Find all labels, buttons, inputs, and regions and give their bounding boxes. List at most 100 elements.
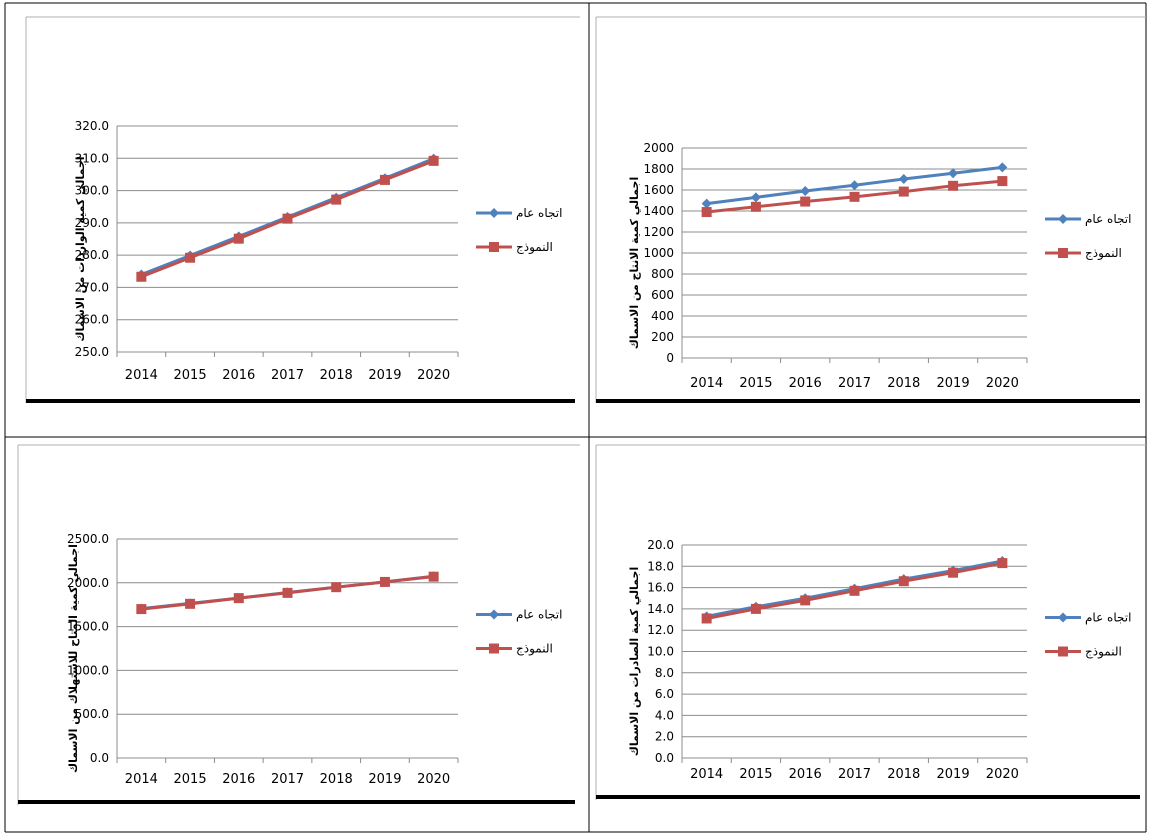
x-tick-label: 2019 <box>368 368 401 383</box>
x-tick-label: 2015 <box>174 772 207 787</box>
x-tick-label: 2020 <box>417 368 450 383</box>
data-point-model <box>282 213 293 224</box>
legend-label-general-trend: اتجاه عام <box>1085 611 1131 625</box>
x-tick-label: 2016 <box>222 368 255 383</box>
data-point-model <box>849 585 860 596</box>
x-tick-label: 2015 <box>174 368 207 383</box>
legend-label-model: النموذج <box>516 240 553 255</box>
x-tick-label: 2018 <box>887 767 920 782</box>
y-tick-label: 1600 <box>643 183 674 197</box>
data-point-model <box>948 180 959 191</box>
legend-marker-general-trend <box>1058 612 1068 623</box>
x-tick-label: 2014 <box>125 368 158 383</box>
x-tick-label: 2018 <box>320 772 353 787</box>
y-tick-label: 200 <box>651 330 674 344</box>
data-point-model <box>379 576 390 587</box>
data-point-model <box>898 576 909 587</box>
y-tick-label: 1000.0 <box>67 663 109 677</box>
legend-label-model: النموذج <box>516 642 553 657</box>
data-point-model <box>800 595 811 606</box>
data-point-model <box>428 155 439 166</box>
legend-marker-general-trend <box>1058 214 1068 224</box>
y-tick-label: 2000.0 <box>67 576 109 590</box>
data-point-model <box>379 174 390 185</box>
y-tick-label: 1800 <box>643 162 674 176</box>
y-tick-label: 1400 <box>643 204 674 218</box>
x-tick-label: 2014 <box>690 376 723 391</box>
x-tick-label: 2019 <box>937 376 970 391</box>
data-point-model <box>331 194 342 205</box>
y-tick-label: 8.0 <box>655 666 674 680</box>
legend-marker-general-trend <box>489 609 499 620</box>
y-tick-label: 4.0 <box>655 708 674 722</box>
y-tick-label: 2000 <box>643 141 674 155</box>
y-axis-title: اجمالي كمية الصادرات من الاسماك <box>628 567 641 756</box>
y-axis-title: اجمالي كمية الواردات من الاسماك <box>74 156 87 341</box>
data-point-model <box>997 558 1008 569</box>
x-tick-label: 2015 <box>739 376 772 391</box>
x-tick-label: 2015 <box>739 767 772 782</box>
data-point-general-trend <box>997 162 1008 173</box>
data-point-model <box>233 593 244 604</box>
y-tick-label: 260.0 <box>75 313 109 327</box>
y-tick-label: 300.0 <box>75 184 109 198</box>
legend-label-general-trend: اتجاه عام <box>516 206 562 220</box>
legend-marker-model <box>1058 248 1068 258</box>
y-tick-label: 16.0 <box>647 581 674 595</box>
y-tick-label: 500.0 <box>75 707 109 721</box>
y-tick-label: 0 <box>666 351 674 365</box>
y-tick-label: 2.0 <box>655 730 674 744</box>
data-point-model <box>428 571 439 582</box>
data-point-model <box>898 186 909 197</box>
y-tick-label: 310.0 <box>75 151 109 165</box>
x-tick-label: 2017 <box>838 767 871 782</box>
y-tick-label: 1200 <box>643 225 674 239</box>
data-point-model <box>701 207 712 218</box>
data-point-model <box>282 587 293 598</box>
table-frame <box>4 2 1147 833</box>
data-point-model <box>997 176 1008 187</box>
legend-marker-general-trend <box>489 208 499 218</box>
y-axis-title: اجمالي كمية الانتاج من الاسماك <box>628 177 642 349</box>
x-tick-label: 2017 <box>838 376 871 391</box>
y-tick-label: 800 <box>651 267 674 281</box>
data-point-model <box>800 196 811 207</box>
data-point-model <box>750 201 761 212</box>
y-tick-label: 20.0 <box>647 538 674 552</box>
x-tick-label: 2016 <box>789 376 822 391</box>
data-point-model <box>701 613 712 624</box>
y-tick-label: 2500.0 <box>67 532 109 546</box>
data-point-model <box>948 567 959 578</box>
legend-label-model: النموذج <box>1085 246 1122 261</box>
y-tick-label: 1500.0 <box>67 620 109 634</box>
y-axis-title: اجمالي كمية المتاح للاستهلاك من الاسماك <box>67 544 80 773</box>
chart-bottom-right: 0.0 2.0 4.0 6.0 8.0 10.0 12.0 14.0 16.0 18.0 20.0 2… <box>595 444 1146 800</box>
x-tick-label: 2018 <box>887 376 920 391</box>
x-tick-label: 2020 <box>417 772 450 787</box>
data-point-general-trend <box>898 173 909 184</box>
legend-marker-model <box>489 242 499 252</box>
x-tick-label: 2019 <box>937 767 970 782</box>
x-tick-label: 2020 <box>986 767 1019 782</box>
data-point-general-trend <box>849 180 860 191</box>
y-tick-label: 18.0 <box>647 559 674 573</box>
data-point-model <box>185 252 196 263</box>
y-tick-label: 12.0 <box>647 623 674 637</box>
data-point-model <box>849 191 860 202</box>
y-tick-label: 270.0 <box>75 280 109 294</box>
legend-label-general-trend: اتجاه عام <box>516 608 562 622</box>
data-point-general-trend <box>701 198 712 209</box>
data-point-general-trend <box>948 168 959 179</box>
x-tick-label: 2014 <box>125 772 158 787</box>
x-tick-label: 2019 <box>368 772 401 787</box>
y-tick-label: 290.0 <box>75 216 109 230</box>
data-point-model <box>136 604 147 615</box>
y-tick-label: 250.0 <box>75 345 109 359</box>
x-tick-label: 2018 <box>320 368 353 383</box>
data-point-model <box>233 233 244 244</box>
chart-top-left: 250.0 260.0 270.0 280.0 290.0 300.0 310.0 320.0… <box>25 16 580 403</box>
y-tick-label: 10.0 <box>647 645 674 659</box>
data-point-model <box>185 598 196 609</box>
y-tick-label: 1000 <box>643 246 674 260</box>
data-point-general-trend <box>800 186 811 197</box>
